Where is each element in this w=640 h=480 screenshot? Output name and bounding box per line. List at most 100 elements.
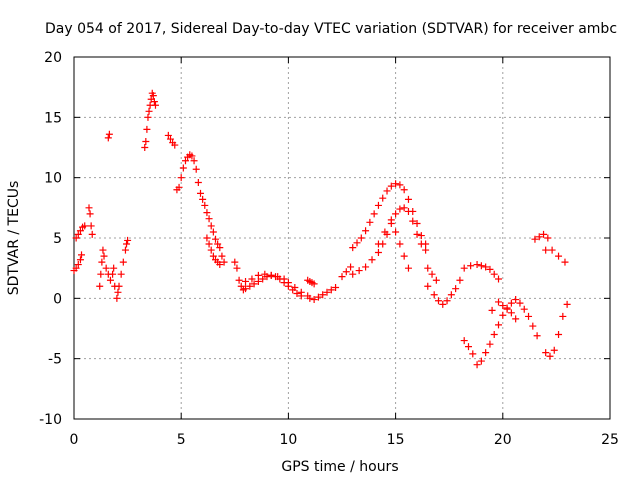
data-point xyxy=(216,261,224,269)
data-point xyxy=(98,258,106,266)
data-point xyxy=(507,309,515,317)
data-point xyxy=(110,264,118,272)
data-point xyxy=(203,234,211,242)
data-point xyxy=(443,297,451,305)
data-point xyxy=(177,174,185,182)
data-point xyxy=(349,244,357,252)
data-point xyxy=(477,357,485,365)
data-point xyxy=(310,296,318,304)
data-point xyxy=(561,258,569,266)
data-point xyxy=(74,261,82,269)
data-point xyxy=(495,275,503,283)
data-point xyxy=(291,283,299,291)
y-tick-label: -10 xyxy=(39,412,62,428)
data-point xyxy=(205,240,213,248)
data-point xyxy=(417,240,425,248)
data-point xyxy=(366,218,374,226)
data-point xyxy=(533,332,541,340)
data-point xyxy=(362,227,370,235)
x-tick-label: 10 xyxy=(279,432,297,448)
data-point xyxy=(430,291,438,299)
data-point xyxy=(464,343,472,351)
data-point xyxy=(413,230,421,238)
y-tick-label: 0 xyxy=(53,291,62,307)
data-point xyxy=(563,300,571,308)
data-point xyxy=(235,276,243,284)
data-point xyxy=(194,178,202,186)
data-point xyxy=(428,270,436,278)
data-point xyxy=(374,248,382,256)
data-point xyxy=(74,230,82,238)
y-tick-label: 5 xyxy=(53,231,62,247)
data-point xyxy=(242,285,250,293)
data-point xyxy=(150,98,158,106)
data-point xyxy=(145,107,153,115)
data-point xyxy=(555,331,563,339)
data-point xyxy=(141,144,149,151)
data-point xyxy=(381,228,389,236)
data-point xyxy=(349,270,357,278)
data-point xyxy=(99,246,107,254)
data-point xyxy=(113,294,121,302)
data-point xyxy=(362,263,370,271)
data-point xyxy=(124,236,132,244)
data-point xyxy=(87,222,95,230)
data-point xyxy=(100,252,108,260)
data-point xyxy=(259,275,267,283)
data-point xyxy=(490,270,498,278)
data-point xyxy=(151,101,159,109)
data-point xyxy=(76,227,84,235)
data-point xyxy=(456,276,464,284)
data-point xyxy=(424,264,432,272)
y-tick-label: 10 xyxy=(44,171,62,187)
data-point xyxy=(355,267,363,275)
data-point xyxy=(338,273,346,281)
data-point xyxy=(520,305,528,313)
data-point xyxy=(117,270,125,278)
data-point xyxy=(102,264,110,272)
data-point xyxy=(404,195,412,203)
data-point xyxy=(164,131,172,139)
grid-lines xyxy=(74,57,610,419)
y-tick-label: 20 xyxy=(44,50,62,66)
data-point xyxy=(314,293,322,301)
data-point xyxy=(216,244,224,252)
data-point xyxy=(81,222,89,230)
y-tick-labels: -10 -5 0 5 10 15 20 xyxy=(39,50,62,428)
y-tick-label: -5 xyxy=(48,352,62,368)
data-point xyxy=(199,195,207,203)
data-point xyxy=(332,283,340,291)
data-point xyxy=(207,246,215,254)
data-point xyxy=(119,258,127,266)
data-point xyxy=(237,282,245,290)
data-point xyxy=(297,288,305,296)
data-point xyxy=(97,270,105,278)
data-point xyxy=(400,204,408,212)
data-point xyxy=(175,183,183,191)
data-point xyxy=(387,216,395,224)
data-point xyxy=(467,262,475,270)
data-point xyxy=(250,280,258,288)
data-point xyxy=(114,288,122,296)
data-point xyxy=(439,300,447,308)
data-point xyxy=(72,264,80,272)
data-point xyxy=(347,263,355,271)
data-point xyxy=(392,210,400,218)
data-point xyxy=(368,256,376,264)
data-point xyxy=(531,235,539,243)
data-point xyxy=(353,239,361,247)
data-point xyxy=(105,130,113,138)
data-point xyxy=(544,234,552,242)
data-point xyxy=(559,312,567,320)
data-point xyxy=(149,92,157,100)
data-point xyxy=(447,291,455,299)
data-point xyxy=(555,252,563,260)
data-point xyxy=(495,321,503,329)
data-point xyxy=(512,296,520,304)
data-point xyxy=(400,252,408,260)
axis-ticks xyxy=(73,56,611,420)
data-point xyxy=(192,165,200,173)
data-point xyxy=(460,337,468,345)
data-point xyxy=(473,361,481,369)
data-point xyxy=(400,186,408,194)
